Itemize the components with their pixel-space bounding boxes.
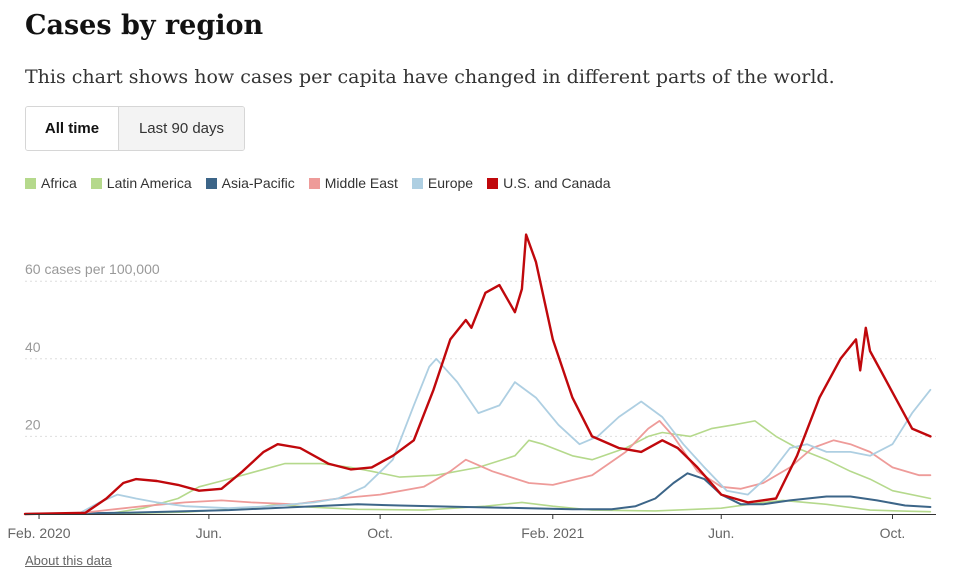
page-subtitle: This chart shows how cases per capita ha… <box>25 66 835 88</box>
legend-label: Europe <box>427 175 474 191</box>
legend-label: Africa <box>41 175 77 191</box>
series-line-u-s-and-canada <box>23 233 932 516</box>
series-line-europe <box>24 357 932 515</box>
y-tick-label: 40 <box>25 339 41 355</box>
x-axis: Feb. 2020 Jun. Oct. Feb. 2021 Jun. Oct. <box>8 514 936 541</box>
legend-swatch <box>487 177 499 189</box>
about-data-link[interactable]: About this data <box>25 553 112 568</box>
legend-item-u-s-and-canada: U.S. and Canada <box>487 175 610 191</box>
legend-item-asia-pacific: Asia-Pacific <box>205 175 295 191</box>
x-tick-label: Oct. <box>880 525 906 541</box>
x-tick-label: Jun. <box>196 525 222 541</box>
legend-swatch <box>308 177 320 189</box>
legend-item-europe: Europe <box>411 175 474 191</box>
x-tick-label: Oct. <box>367 525 393 541</box>
legend-label: Asia-Pacific <box>221 175 295 191</box>
series-lines <box>23 233 932 516</box>
page-title: Cases by region <box>25 10 264 41</box>
legend-item-africa: Africa <box>25 175 77 191</box>
legend-item-latin-america: Latin America <box>90 175 192 191</box>
x-tick-label: Jun. <box>708 525 734 541</box>
series-line-asia-pacific <box>24 472 932 515</box>
all-time-button[interactable]: All time <box>26 107 118 150</box>
legend-swatch <box>411 177 423 189</box>
x-tick-label: Feb. 2020 <box>8 525 71 541</box>
x-tick-label: Feb. 2021 <box>521 525 584 541</box>
chart-legend: Africa Latin America Asia-Pacific Middle Ea… <box>25 175 624 191</box>
grid-lines: 20 40 60 cases per 100,000 <box>25 261 936 437</box>
legend-item-middle-east: Middle East <box>308 175 398 191</box>
legend-label: Latin America <box>106 175 192 191</box>
series-line-middle-east <box>24 420 932 515</box>
legend-swatch <box>25 177 36 189</box>
time-range-toggle: All time Last 90 days <box>25 106 245 151</box>
legend-label: Middle East <box>324 175 398 191</box>
legend-label: U.S. and Canada <box>503 175 611 191</box>
y-tick-label: 60 cases per 100,000 <box>25 261 160 277</box>
last-90-days-button[interactable]: Last 90 days <box>118 107 244 150</box>
y-tick-label: 20 <box>25 416 41 432</box>
legend-swatch <box>205 177 217 189</box>
legend-swatch <box>90 177 102 189</box>
